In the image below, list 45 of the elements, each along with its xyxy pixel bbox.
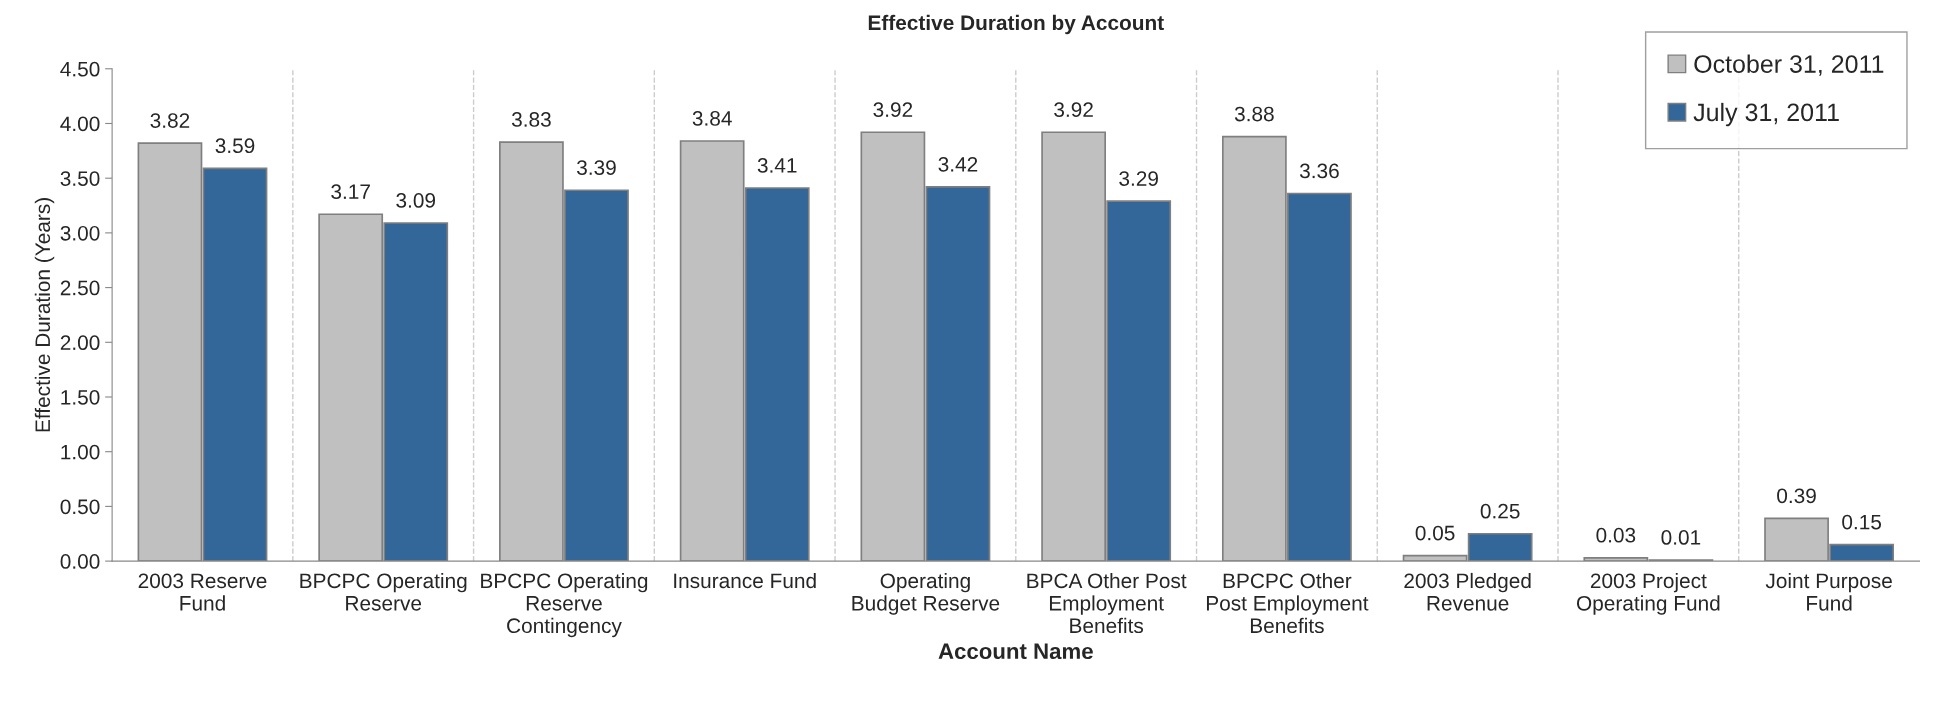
data-label: 3.83 <box>511 112 551 127</box>
y-axis-title: Effective Duration (Years) <box>34 198 55 432</box>
x-tick-label: Joint Purpose Fund <box>1765 572 1892 611</box>
y-tick-label: 1.50 <box>61 389 100 405</box>
data-label: 3.29 <box>1119 171 1158 186</box>
data-label: 3.92 <box>873 102 913 118</box>
y-tick-label: 3.00 <box>60 225 100 241</box>
data-label: 3.42 <box>938 156 978 172</box>
x-tick-label: BPCPC Operating Reserve <box>300 572 467 611</box>
data-label: 0.03 <box>1596 527 1636 543</box>
x-tick-label: BPCPC Operating Reserve Contingency <box>481 572 648 638</box>
data-label: 0.01 <box>1661 530 1701 545</box>
x-tick-label: 2003 Project Operating Fund <box>1576 572 1720 615</box>
data-label: 3.17 <box>331 184 370 200</box>
y-tick-label: 0.00 <box>60 554 100 569</box>
legend-label: October 31, 2011 <box>1694 54 1884 76</box>
x-tick-label: 2003 Pledged Revenue <box>1404 572 1531 611</box>
x-tick-label: Operating Budget Reserve <box>852 572 1000 615</box>
x-tick-label: BPCA Other Post Employment Benefits <box>1027 572 1187 634</box>
data-label: 3.84 <box>692 111 732 126</box>
x-tick-label: BPCPC Other Post Employment Benefits <box>1206 572 1369 634</box>
data-label: 0.15 <box>1842 514 1882 530</box>
y-tick-label: 4.00 <box>60 116 100 132</box>
data-label: 3.09 <box>396 193 436 208</box>
data-label: 0.39 <box>1777 488 1816 504</box>
y-tick-label: 2.00 <box>60 335 100 351</box>
y-tick-label: 4.50 <box>60 61 100 77</box>
y-tick-label: 1.00 <box>61 444 100 460</box>
data-label: 3.39 <box>577 160 616 175</box>
x-axis-title: Account Name <box>938 643 1093 660</box>
y-tick-label: 3.50 <box>60 171 100 186</box>
data-label: 3.59 <box>215 138 255 154</box>
data-label: 3.41 <box>757 158 797 173</box>
legend-label: July 31, 2011 <box>1693 102 1839 127</box>
data-label: 3.88 <box>1234 106 1274 122</box>
y-tick-label: 0.50 <box>60 499 100 515</box>
x-tick-label: 2003 Reserve Fund <box>138 573 267 611</box>
data-label: 3.82 <box>150 113 190 128</box>
data-label: 3.36 <box>1299 163 1339 179</box>
y-tick-label: 2.50 <box>60 280 100 296</box>
x-tick-label: Insurance Fund <box>674 572 816 589</box>
data-label: 0.05 <box>1415 525 1455 541</box>
data-label: 3.92 <box>1054 102 1093 118</box>
chart-title: Effective Duration by Account <box>868 14 1164 35</box>
data-label: 0.25 <box>1480 503 1520 519</box>
